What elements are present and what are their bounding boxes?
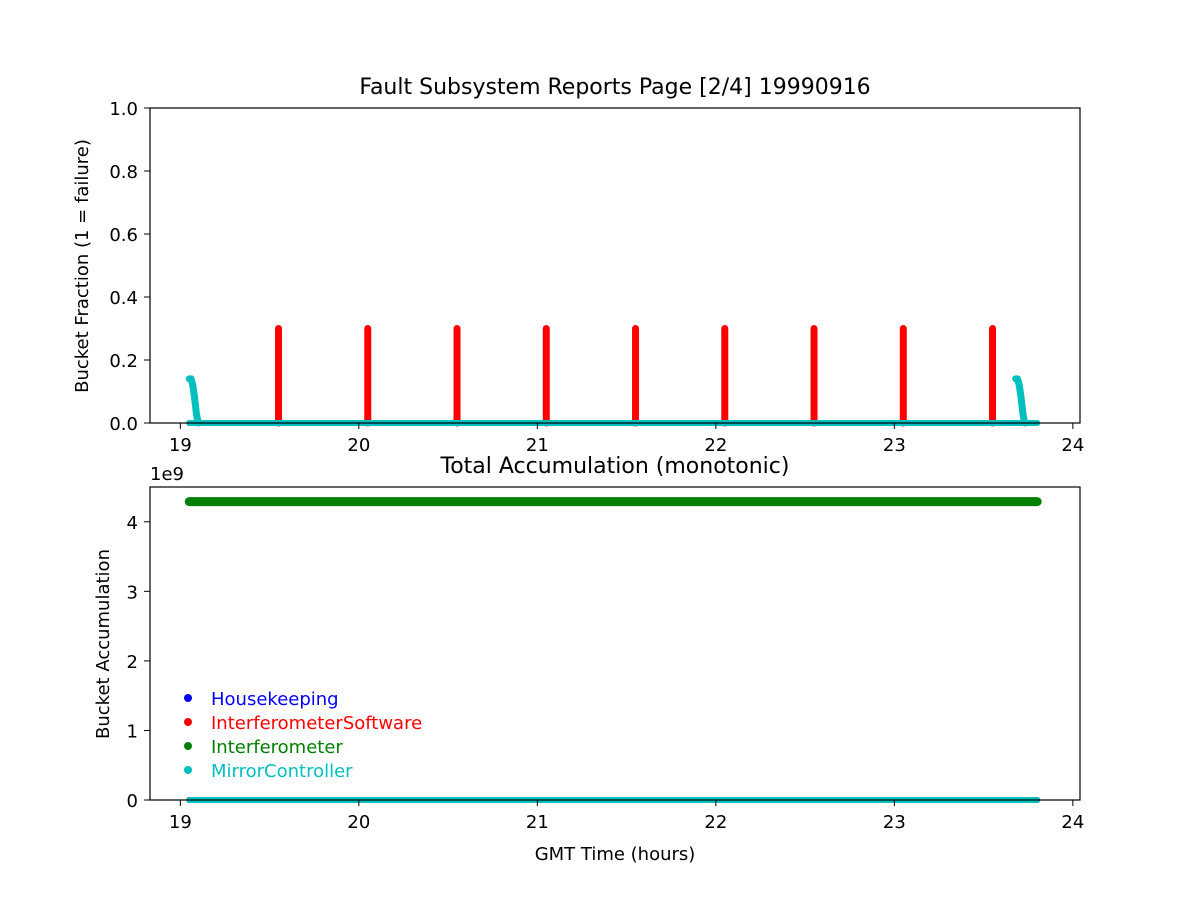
housekeeping-legend-marker [184,694,192,702]
mirrorcontroller-legend-marker [184,766,192,774]
y-ticks-top: 0.0 0.2 0.4 0.6 0.8 1.0 [109,99,150,435]
bottom-y-tick-label: 0 [127,791,138,812]
plot-frame-bottom [149,486,1081,801]
y-offset-text: 1e9 [150,464,184,485]
chart-title-bottom: Total Accumulation (monotonic) [440,454,790,479]
top-y-tick-label: 0.4 [109,288,138,309]
bottom-x-tick-label: 19 [169,812,192,833]
y-axis-label-bottom: Bucket Accumulation [93,549,114,739]
mirrorcontroller-bump [1012,375,1029,427]
top-x-tick-label: 24 [1061,435,1084,456]
y-ticks-bottom: 0 1 2 3 4 [127,513,150,812]
top-x-tick-label: 22 [704,435,727,456]
top-y-tick-label: 0.2 [109,351,138,372]
plot-frame-top [149,107,1081,424]
top-y-tick-label: 0.6 [109,225,138,246]
chart-title-top: Fault Subsystem Reports Page [2/4] 19990… [359,75,870,100]
bottom-x-tick-label: 21 [526,812,549,833]
top-x-tick-label: 19 [169,435,192,456]
mirrorcontroller-bump [185,375,202,427]
top-x-tick-label: 21 [526,435,549,456]
accumulation-chart: Total Accumulation (monotonic) 1e9 Bucke… [93,454,1084,865]
legend: Housekeeping InterferometerSoftware Interf… [184,689,422,782]
x-ticks-top: 19 20 21 22 23 24 [169,423,1084,456]
housekeeping-legend-label: Housekeeping [211,689,339,710]
interferometer-legend-label: Interferometer [211,737,343,758]
y-axis-label-top: Bucket Fraction (1 = failure) [72,139,93,393]
top-y-tick-label: 0.0 [109,414,138,435]
bottom-y-tick-label: 3 [127,582,138,603]
top-y-tick-label: 1.0 [109,99,138,120]
interferometersoftware-legend-marker [184,718,192,726]
bottom-y-tick-label: 4 [127,513,138,534]
bottom-y-tick-label: 1 [127,721,138,742]
x-ticks-bottom: 19 20 21 22 23 24 [169,800,1084,833]
top-x-tick-label: 23 [883,435,906,456]
x-axis-label-bottom: GMT Time (hours) [535,844,696,865]
bottom-x-tick-label: 23 [883,812,906,833]
interferometer-legend-marker [184,742,192,750]
bottom-y-tick-label: 2 [127,652,138,673]
interferometersoftware-legend-label: InterferometerSoftware [211,713,422,734]
bottom-x-tick-label: 24 [1061,812,1084,833]
fault-fraction-chart: Fault Subsystem Reports Page [2/4] 19990… [72,75,1084,456]
bottom-x-tick-label: 20 [347,812,370,833]
top-x-tick-label: 20 [347,435,370,456]
top-y-tick-label: 0.8 [109,162,138,183]
mirrorcontroller-legend-label: MirrorController [211,761,353,782]
bottom-x-tick-label: 22 [704,812,727,833]
